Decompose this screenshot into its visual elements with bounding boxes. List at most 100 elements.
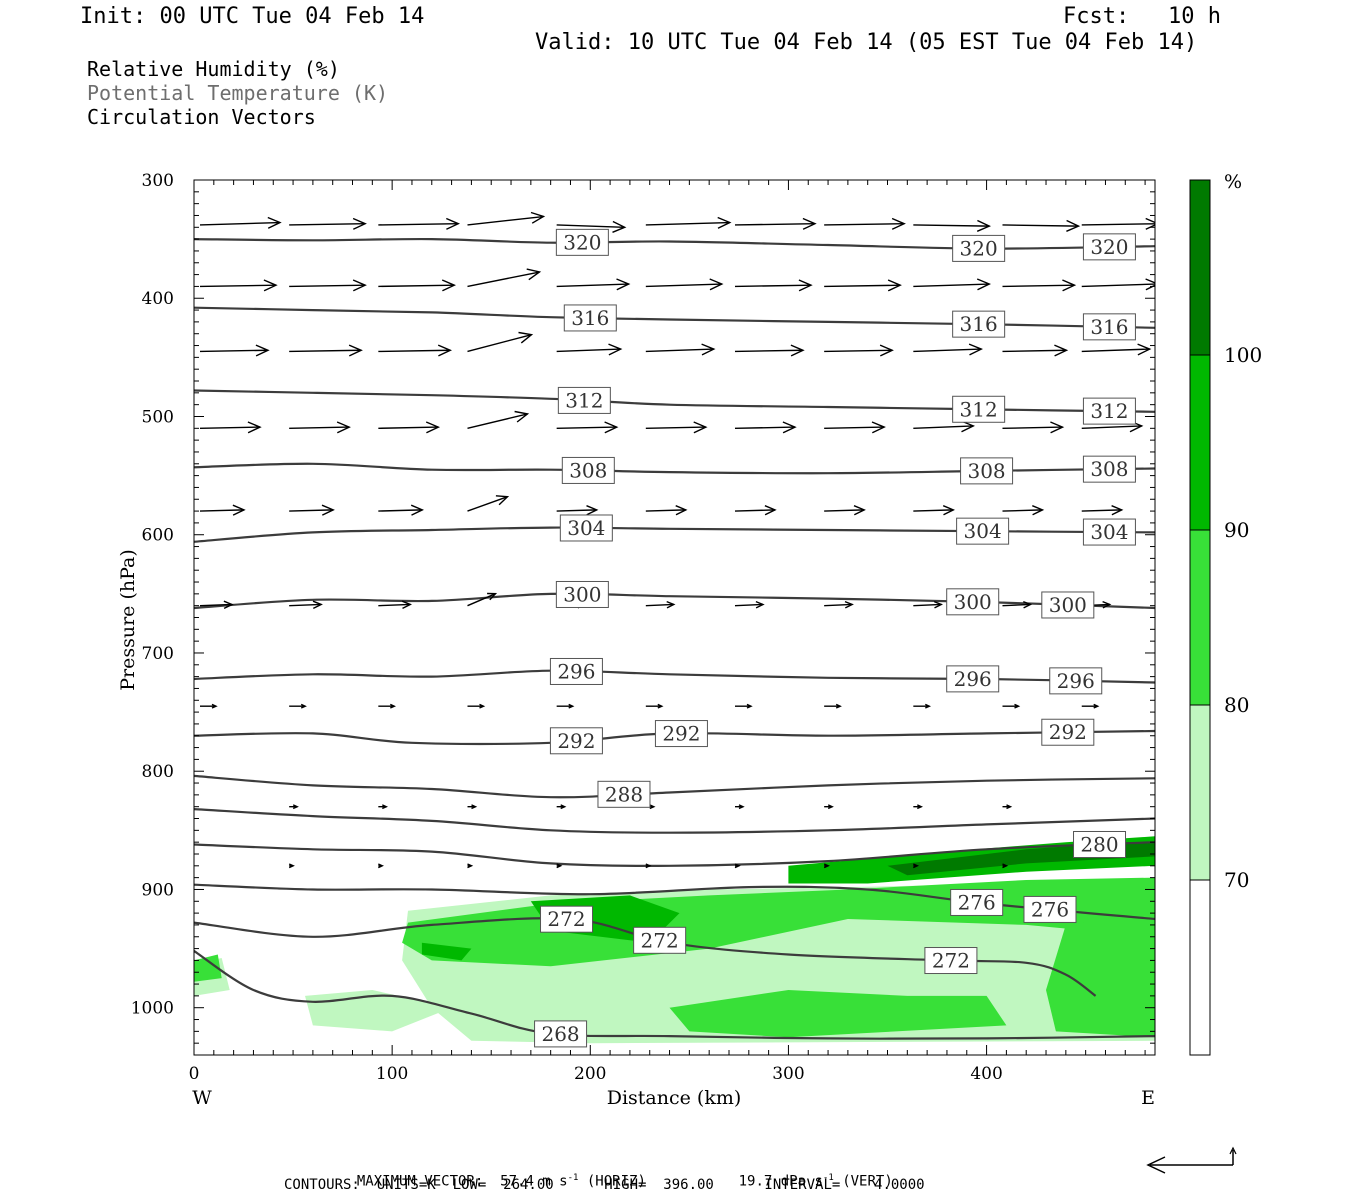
y-tick-label: 700 xyxy=(142,644,174,664)
vector-shaft xyxy=(1002,509,1043,512)
vector-shaft xyxy=(913,425,974,430)
circulation-vector xyxy=(734,217,817,230)
vector-head xyxy=(1145,217,1155,230)
horiz-exponent: -1 xyxy=(567,1173,579,1183)
vector-head xyxy=(514,410,530,423)
circulation-vector xyxy=(823,863,830,869)
vector-head xyxy=(1111,505,1124,516)
circulation-vector xyxy=(1002,344,1069,357)
vector-head xyxy=(612,220,627,233)
vector-head xyxy=(933,600,943,609)
contour-label-text: 272 xyxy=(932,949,970,973)
vector-shaft xyxy=(913,348,982,353)
contour-label-text: 276 xyxy=(1031,897,1069,921)
circulation-vector xyxy=(913,219,992,232)
vector-head xyxy=(738,804,745,810)
vector-head xyxy=(887,279,902,292)
circulation-vector xyxy=(378,703,397,709)
circulation-vector xyxy=(378,504,424,516)
vector-shaft xyxy=(1081,223,1155,226)
circulation-vector xyxy=(1081,505,1124,516)
vector-head xyxy=(1054,344,1069,357)
vector-head xyxy=(352,279,367,292)
circulation-vector xyxy=(556,343,623,356)
vector-head xyxy=(263,279,278,292)
vector-shaft xyxy=(289,426,350,430)
vector-head xyxy=(288,863,295,869)
contour-label-300: 300 xyxy=(1041,591,1095,619)
contours-info: CONTOURS: UNITS=K LOW= 264.00 HIGH= 396.… xyxy=(284,1177,925,1193)
circulation-vector xyxy=(200,703,218,709)
circulation-vector xyxy=(467,268,542,288)
vector-head xyxy=(693,421,708,434)
circulation-vector xyxy=(913,703,932,709)
vector-head xyxy=(798,279,813,292)
contour-label-text: 316 xyxy=(571,306,609,330)
east-label: E xyxy=(1141,1087,1155,1109)
vector-head xyxy=(1137,343,1152,356)
vector-head xyxy=(560,804,567,810)
contour-label-304: 304 xyxy=(1082,518,1136,546)
x-axis-title: Distance (km) xyxy=(607,1087,742,1109)
vector-shaft xyxy=(734,349,804,353)
vector-head xyxy=(823,863,830,869)
vector-head xyxy=(913,863,920,869)
vector-head xyxy=(976,278,991,291)
vector-shaft xyxy=(1002,349,1067,353)
circulation-vector xyxy=(556,220,627,233)
vector-shaft xyxy=(645,509,686,512)
vector-shaft xyxy=(378,349,451,353)
vector-head xyxy=(247,421,262,434)
vector-head xyxy=(764,505,777,516)
theta-contour-280 xyxy=(194,841,1155,868)
circulation-vector xyxy=(645,278,724,291)
circulation-vector xyxy=(289,421,351,434)
y-tick-label: 400 xyxy=(142,289,174,309)
contour-label-box xyxy=(952,310,1006,338)
vector-shaft xyxy=(378,284,455,288)
vector-shaft xyxy=(1081,283,1155,288)
contour-label-text: 296 xyxy=(557,659,595,683)
circulation-vector xyxy=(289,344,363,357)
circulation-vector xyxy=(824,217,906,230)
vector-shaft xyxy=(199,221,281,226)
vector-head xyxy=(871,421,886,434)
vector-shaft xyxy=(1002,224,1079,227)
circulation-vector xyxy=(289,804,299,810)
contour-label-box xyxy=(540,905,594,933)
rh-area-90 xyxy=(421,942,472,961)
contour-label-text: 316 xyxy=(1090,315,1128,339)
vector-head xyxy=(666,600,676,609)
circulation-vector xyxy=(288,863,295,869)
vector-shaft xyxy=(913,509,954,512)
vector-head xyxy=(556,863,563,869)
theta-contour-296 xyxy=(194,669,1155,684)
circulation-vector xyxy=(378,217,460,230)
vector-shaft xyxy=(913,603,942,607)
legend-relative-humidity: Relative Humidity (%) xyxy=(87,57,340,81)
max-vector-line: MAXIMUM VECTOR: 57.4 m s-1 (HORIZ) 19.7 … xyxy=(340,1157,893,1190)
forecast-label: Fcst: xyxy=(1063,4,1130,29)
y-tick-label: 300 xyxy=(142,171,174,191)
circulation-vector xyxy=(289,217,367,230)
vector-shaft xyxy=(199,284,277,288)
theta-contour-312 xyxy=(194,389,1155,413)
contour-label-box xyxy=(1082,397,1136,425)
vector-head xyxy=(717,216,732,229)
circulation-vector xyxy=(645,505,688,516)
vector-head xyxy=(853,505,866,516)
vector-shaft xyxy=(199,509,245,512)
vector-head xyxy=(300,703,307,709)
colorbar-segment xyxy=(1190,180,1210,355)
contour-label-296: 296 xyxy=(549,657,603,685)
contour-label-320: 320 xyxy=(952,234,1006,262)
contour-label-box xyxy=(956,517,1010,545)
circulation-vector xyxy=(645,600,676,609)
vector-head xyxy=(1002,863,1009,869)
contour-label-box xyxy=(950,888,1004,916)
vector-head xyxy=(1062,279,1077,292)
contour-label-text: 300 xyxy=(1049,593,1087,617)
contour-label-box xyxy=(1041,591,1095,619)
contour-label-268: 268 xyxy=(534,1020,588,1048)
colorbar-segment xyxy=(1190,705,1210,880)
